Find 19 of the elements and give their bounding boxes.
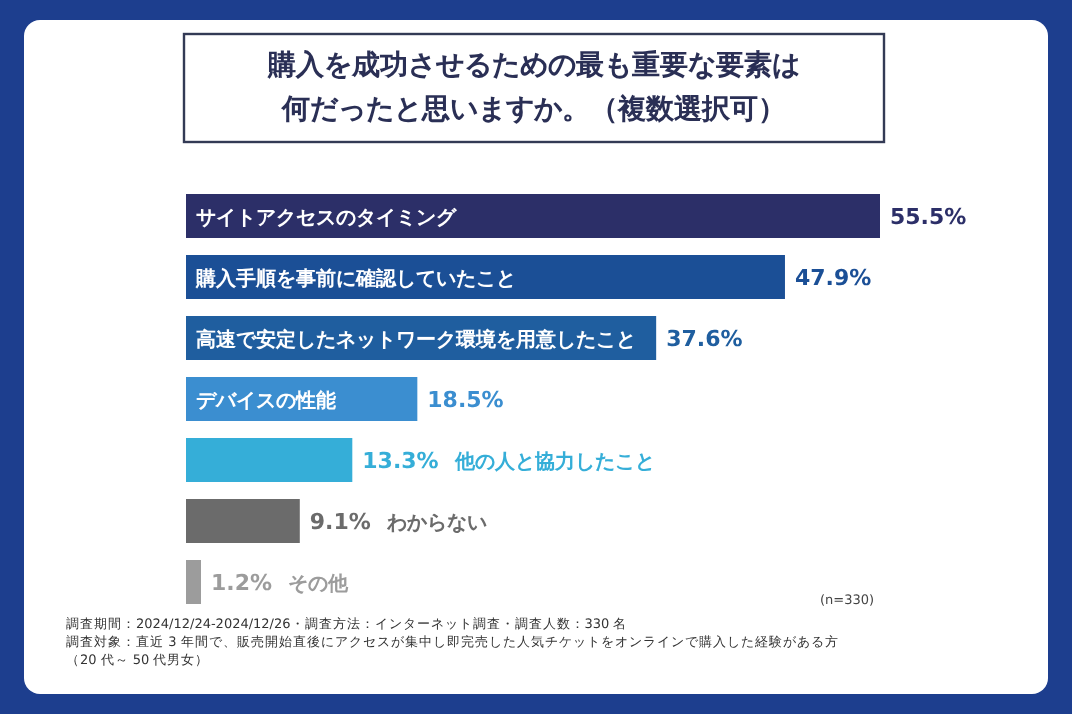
bar bbox=[186, 499, 300, 543]
data-label: 47.9% bbox=[794, 265, 872, 291]
data-label: 18.5% bbox=[427, 387, 504, 413]
data-label: 13.3% bbox=[362, 448, 439, 474]
y-tick-label: 購入手順を事前に確認していたこと bbox=[194, 267, 516, 291]
bar bbox=[186, 438, 353, 482]
y-tick-label: デバイスの性能 bbox=[196, 389, 338, 413]
y-tick-label: その他 bbox=[288, 572, 351, 596]
y-tick-label: 高速で安定したネットワーク環境を用意したこと bbox=[196, 328, 636, 352]
y-tick-label: わからない bbox=[384, 513, 487, 535]
data-label: 55.5% bbox=[890, 204, 967, 230]
bar bbox=[186, 560, 202, 604]
bar bbox=[186, 194, 880, 238]
data-label: 9.1% bbox=[309, 509, 371, 535]
y-tick-label: サイトアクセスのタイミング bbox=[196, 206, 458, 230]
chart-title: 購入を成功させるための最も重要な要素は何だったと思いますか。（複数選択可） bbox=[265, 48, 802, 130]
y-tick-label: 他の人と協力したこと bbox=[452, 450, 655, 474]
data-label: 1.2% bbox=[211, 570, 273, 596]
data-label: 37.6% bbox=[666, 326, 743, 352]
